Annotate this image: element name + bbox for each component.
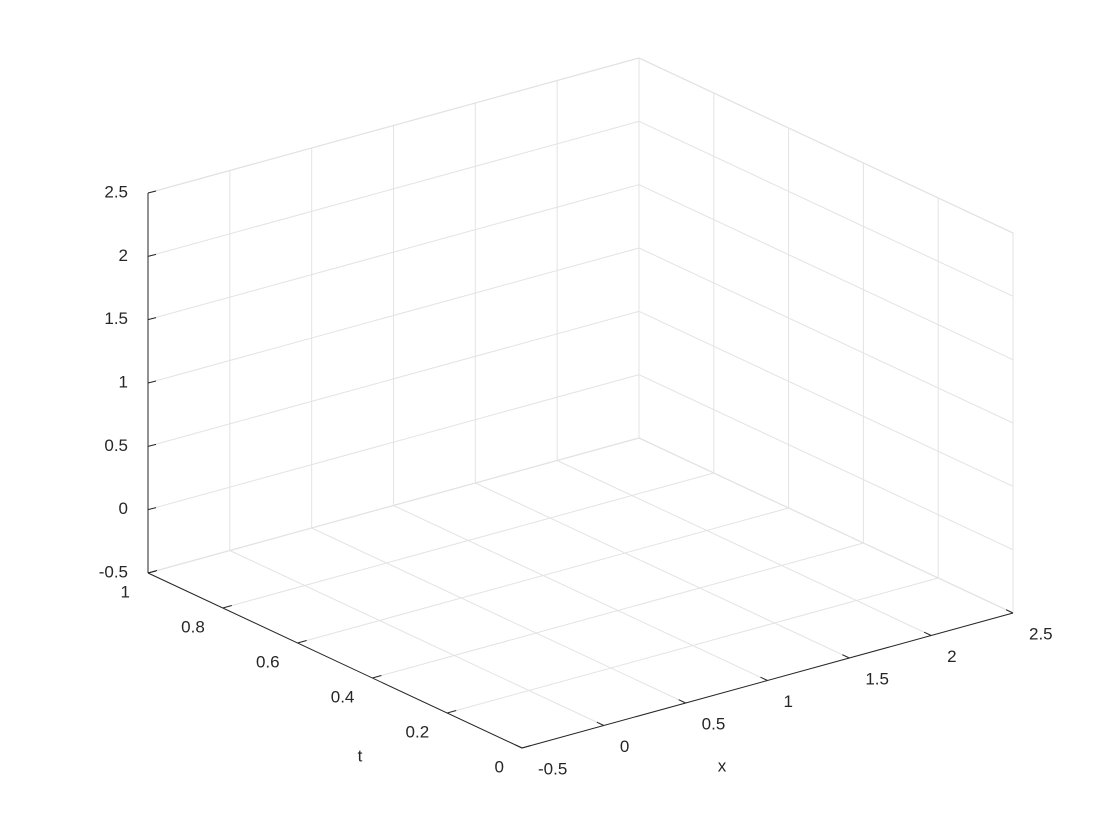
- y-tick: [372, 675, 382, 679]
- x-tick: [596, 721, 605, 726]
- grid-line: [297, 507, 789, 644]
- y-tick-label: 1: [121, 582, 130, 601]
- z-tick-label: -0.5: [99, 562, 128, 581]
- z-tick: [147, 380, 157, 384]
- z-tick-label: 2.5: [104, 182, 128, 201]
- z-tick: [147, 253, 157, 257]
- grid-line: [147, 57, 640, 194]
- axes: [147, 190, 1014, 749]
- z-tick-label: 0.5: [104, 436, 128, 455]
- grid-line: [147, 310, 640, 447]
- x-tick: [923, 631, 932, 636]
- x-tick-label: 1: [784, 692, 793, 711]
- x-tick-label: 0.5: [702, 714, 726, 733]
- z-tick: [147, 317, 157, 321]
- z-tick: [147, 443, 157, 447]
- x-axis-label: x: [718, 756, 727, 775]
- y-tick: [147, 570, 158, 574]
- z-tick-label: 1: [119, 372, 128, 391]
- y-axis: [147, 572, 523, 749]
- y-tick-label: 0.8: [181, 617, 205, 636]
- y-tick-label: 0.4: [331, 687, 355, 706]
- y-tick-label: 0: [495, 757, 504, 776]
- y-tick-label: 0.6: [256, 652, 280, 671]
- grid-line: [638, 184, 1014, 361]
- y-axis-label: t: [358, 746, 363, 765]
- x-tick: [842, 654, 850, 659]
- z-tick: [147, 190, 157, 194]
- grid-line: [638, 247, 1014, 424]
- grid: [147, 57, 1014, 749]
- x-tick: [678, 699, 686, 704]
- x-tick-label: 2: [947, 647, 956, 666]
- grid-line: [147, 120, 640, 257]
- x-tick-label: -0.5: [538, 759, 567, 778]
- z-tick-label: 0: [119, 499, 128, 518]
- grid-line: [556, 460, 932, 636]
- y-tick: [521, 745, 532, 749]
- x-tick-label: 2.5: [1029, 624, 1053, 643]
- y-tick: [447, 710, 457, 714]
- labels: -0.500.511.522.500.20.40.60.81-0.500.511…: [99, 182, 1053, 778]
- y-tick: [297, 640, 307, 644]
- grid-line: [638, 437, 1014, 614]
- grid-line: [638, 310, 1014, 487]
- z-tick-label: 2: [119, 246, 128, 265]
- y-tick-label: 0.2: [406, 722, 430, 741]
- grid-line: [447, 577, 939, 714]
- grid-line: [147, 184, 640, 321]
- y-tick: [222, 605, 232, 609]
- grid-line: [229, 550, 605, 726]
- grid-line: [393, 505, 768, 681]
- grid-line: [147, 437, 640, 574]
- x-tick: [760, 676, 768, 681]
- x-tick-label: 1.5: [865, 669, 889, 688]
- grid-line: [638, 374, 1014, 551]
- grid-line: [475, 482, 850, 659]
- x-tick: [514, 744, 523, 749]
- z-tick: [147, 507, 157, 511]
- grid-line: [638, 57, 1014, 234]
- x-tick: [1005, 609, 1014, 614]
- grid-line: [311, 527, 686, 704]
- grid-line: [147, 247, 640, 384]
- grid-line: [222, 472, 714, 609]
- grid-line: [372, 542, 864, 679]
- z-tick-label: 1.5: [104, 309, 128, 328]
- x-tick-label: 0: [620, 737, 629, 756]
- grid-line: [147, 374, 640, 511]
- grid-line: [638, 120, 1014, 297]
